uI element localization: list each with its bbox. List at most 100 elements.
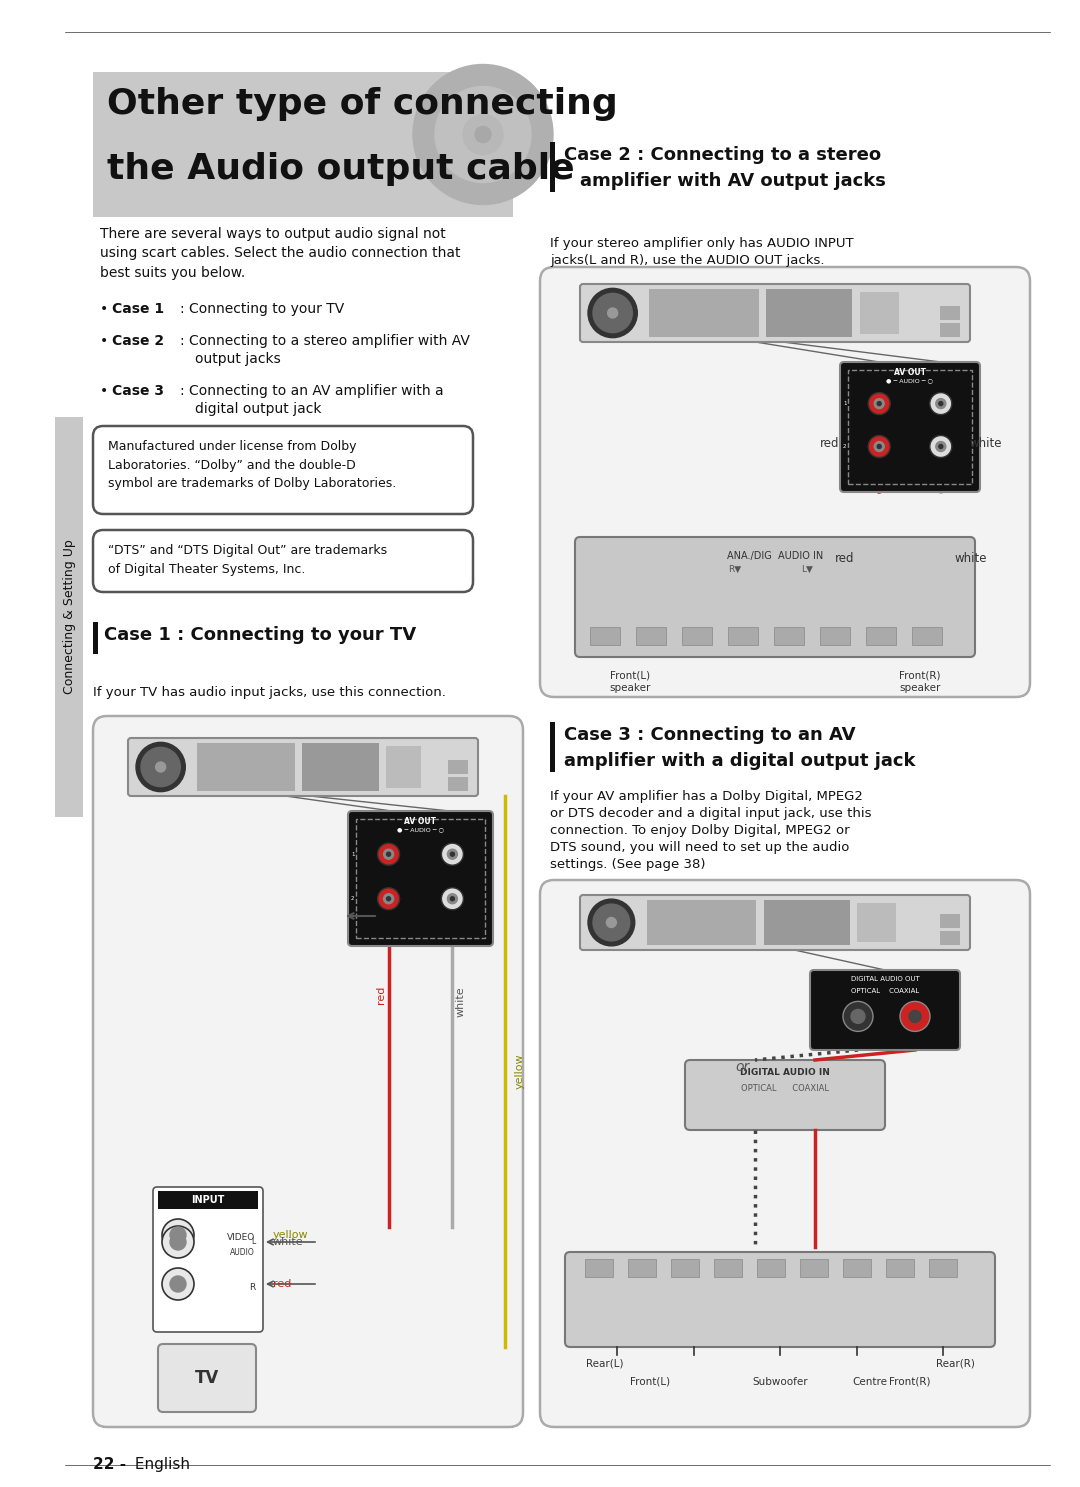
Circle shape <box>141 748 180 787</box>
Text: OPTICAL    COAXIAL: OPTICAL COAXIAL <box>851 987 919 993</box>
FancyBboxPatch shape <box>158 1191 258 1209</box>
Text: ANA./DIG  AUDIO IN: ANA./DIG AUDIO IN <box>727 552 823 561</box>
Circle shape <box>868 393 890 415</box>
Text: Subwoofer: Subwoofer <box>752 1377 808 1387</box>
Circle shape <box>162 1225 194 1258</box>
Circle shape <box>378 888 400 910</box>
Text: yellow: yellow <box>515 1054 525 1090</box>
Text: Front(L): Front(L) <box>630 1377 670 1387</box>
Text: amplifier with AV output jacks: amplifier with AV output jacks <box>580 172 886 190</box>
Text: Centre: Centre <box>852 1377 888 1387</box>
Text: 2: 2 <box>843 445 847 449</box>
Text: OPTICAL      COAXIAL: OPTICAL COAXIAL <box>741 1084 829 1093</box>
Circle shape <box>447 849 458 859</box>
FancyBboxPatch shape <box>714 1259 742 1277</box>
Circle shape <box>930 436 951 458</box>
Text: If your stereo amplifier only has AUDIO INPUT
jacks(L and R), use the AUDIO OUT : If your stereo amplifier only has AUDIO … <box>550 236 853 268</box>
FancyBboxPatch shape <box>627 1259 656 1277</box>
FancyBboxPatch shape <box>843 1259 870 1277</box>
Text: •: • <box>100 384 112 399</box>
Text: digital output jack: digital output jack <box>195 401 322 416</box>
Text: : Connecting to an AV amplifier with a: : Connecting to an AV amplifier with a <box>180 384 444 399</box>
Text: Other type of connecting: Other type of connecting <box>107 88 618 120</box>
Text: VIDEO: VIDEO <box>227 1233 255 1242</box>
FancyBboxPatch shape <box>550 723 555 772</box>
Circle shape <box>874 399 885 409</box>
Text: Case 2: Case 2 <box>112 335 168 348</box>
FancyBboxPatch shape <box>685 1060 885 1130</box>
FancyBboxPatch shape <box>800 1259 828 1277</box>
FancyBboxPatch shape <box>153 1187 264 1332</box>
Text: red: red <box>273 1279 292 1289</box>
Text: 1: 1 <box>843 401 847 406</box>
FancyBboxPatch shape <box>858 903 896 941</box>
Circle shape <box>939 445 943 449</box>
Text: AV OUT: AV OUT <box>405 816 436 825</box>
FancyBboxPatch shape <box>585 1259 613 1277</box>
Text: white: white <box>970 437 1002 451</box>
FancyBboxPatch shape <box>860 291 899 335</box>
Circle shape <box>383 894 393 904</box>
Circle shape <box>851 1010 865 1023</box>
Text: There are several ways to output audio signal not
using scart cables. Select the: There are several ways to output audio s… <box>100 228 460 280</box>
Circle shape <box>442 843 463 865</box>
FancyBboxPatch shape <box>590 628 620 645</box>
FancyBboxPatch shape <box>940 915 960 928</box>
FancyBboxPatch shape <box>681 628 712 645</box>
Text: ● ─ AUDIO ─ ○: ● ─ AUDIO ─ ○ <box>397 827 444 833</box>
Text: English: English <box>130 1457 190 1472</box>
Circle shape <box>435 86 531 183</box>
FancyBboxPatch shape <box>728 628 758 645</box>
FancyBboxPatch shape <box>93 71 513 217</box>
Circle shape <box>170 1227 186 1243</box>
Text: INPUT: INPUT <box>191 1196 225 1204</box>
Text: Case 2 : Connecting to a stereo: Case 2 : Connecting to a stereo <box>564 146 881 164</box>
FancyBboxPatch shape <box>580 895 970 950</box>
Circle shape <box>874 442 885 452</box>
Circle shape <box>843 1001 873 1032</box>
Circle shape <box>387 852 391 857</box>
Circle shape <box>463 114 503 155</box>
FancyBboxPatch shape <box>866 628 896 645</box>
FancyBboxPatch shape <box>764 900 850 946</box>
FancyBboxPatch shape <box>348 810 492 946</box>
Circle shape <box>170 1234 186 1251</box>
FancyBboxPatch shape <box>93 425 473 515</box>
Circle shape <box>608 308 618 318</box>
Circle shape <box>593 293 632 333</box>
FancyBboxPatch shape <box>448 778 468 791</box>
Circle shape <box>378 843 400 865</box>
Text: TV: TV <box>194 1370 219 1387</box>
Text: •: • <box>100 302 112 317</box>
FancyBboxPatch shape <box>93 717 523 1428</box>
FancyBboxPatch shape <box>810 970 960 1050</box>
Text: red: red <box>376 986 386 1004</box>
FancyBboxPatch shape <box>767 288 852 338</box>
FancyBboxPatch shape <box>774 628 804 645</box>
Circle shape <box>939 401 943 406</box>
FancyBboxPatch shape <box>565 1252 995 1347</box>
FancyBboxPatch shape <box>940 323 960 338</box>
Text: 2: 2 <box>351 897 354 901</box>
FancyBboxPatch shape <box>580 284 970 342</box>
Text: Front(R): Front(R) <box>889 1377 931 1387</box>
Text: Case 1: Case 1 <box>112 302 168 317</box>
FancyBboxPatch shape <box>387 746 421 788</box>
FancyBboxPatch shape <box>540 880 1030 1428</box>
Circle shape <box>606 917 617 928</box>
FancyBboxPatch shape <box>198 744 295 791</box>
Text: amplifier with a digital output jack: amplifier with a digital output jack <box>564 752 916 770</box>
Circle shape <box>450 897 455 901</box>
Circle shape <box>136 742 186 791</box>
Circle shape <box>877 401 881 406</box>
Circle shape <box>877 445 881 449</box>
Circle shape <box>383 849 393 859</box>
FancyBboxPatch shape <box>636 628 666 645</box>
Circle shape <box>447 894 458 904</box>
Text: red: red <box>835 552 854 565</box>
Text: Connecting & Setting Up: Connecting & Setting Up <box>63 540 76 694</box>
Text: Case 1 : Connecting to your TV: Case 1 : Connecting to your TV <box>104 626 416 644</box>
Text: 1: 1 <box>351 852 354 857</box>
FancyBboxPatch shape <box>649 288 758 338</box>
Text: 22 -: 22 - <box>93 1457 126 1472</box>
